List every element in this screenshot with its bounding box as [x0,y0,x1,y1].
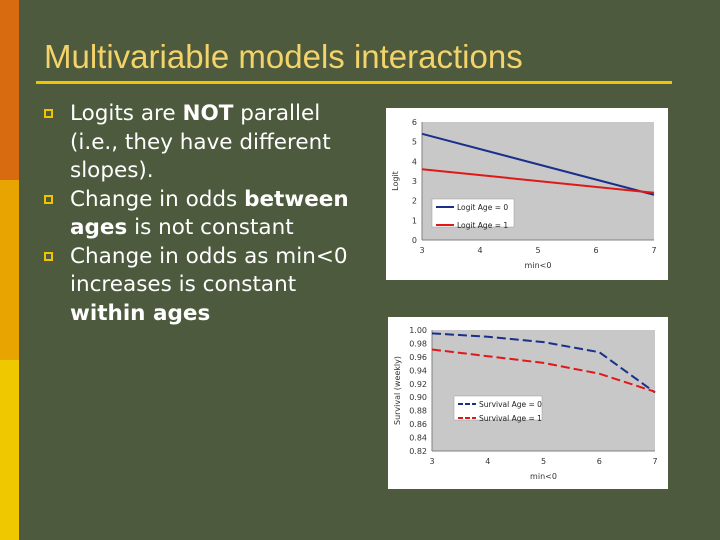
legend-label: Survival Age = 1 [479,414,542,423]
y-tick-label: 0 [412,236,417,245]
title-underline [36,81,672,84]
left-accent-bar [0,0,19,540]
x-tick-label: 3 [419,246,424,255]
x-axis-label: min<0 [530,472,557,481]
survival-chart-svg: 0.82 0.84 0.86 0.88 0.90 0.92 0.94 0.96 0.98 1.00… [393,326,658,481]
survival-chart: 0.82 0.84 0.86 0.88 0.90 0.92 0.94 0.96 0.98 1.00… [388,317,668,489]
x-tick-label: 7 [651,246,656,255]
y-tick-label: 0.88 [409,407,427,416]
legend-label: Logit Age = 1 [457,221,508,230]
logit-chart: 0 1 2 3 4 5 6 3 4 5 6 7 min<0 Logit Logit Age = 0 Logit… [386,108,668,280]
x-axis-label: min<0 [525,261,552,270]
x-tick-label: 7 [652,457,657,466]
y-tick-label: 3 [412,177,417,186]
y-tick-label: 0.98 [409,339,427,348]
bullet-run: is not constant [127,215,294,240]
x-tick-label: 6 [597,457,602,466]
y-tick-label: 1 [412,216,417,225]
bullet-run: Change in odds [70,186,245,212]
x-tick-label: 5 [535,246,540,255]
y-tick-label: 0.94 [409,366,427,375]
series-line-age-1 [421,168,655,194]
x-tick-label: 3 [429,457,434,466]
series-line-age-1 [431,348,656,393]
bullet-item: Change in odds between ages is not const… [44,186,364,243]
bullet-emphasis: within ages [70,300,211,326]
bullet-item: Change in odds as min<0 increases is con… [44,243,364,329]
logit-chart-svg: 0 1 2 3 4 5 6 3 4 5 6 7 min<0 Logit Logit Age = 0 Logit… [391,118,657,270]
square-bullet-icon [44,194,53,204]
series-line-age-0 [421,132,655,196]
y-tick-label: 0.96 [409,353,427,362]
bullet-emphasis: between ages [70,186,349,241]
x-tick-label: 4 [477,246,482,255]
bullet-item: Logits are NOT parallel (i.e., they have… [44,100,364,186]
x-tick-label: 5 [541,457,546,466]
bullet-list: Logits are NOT parallel (i.e., they have… [44,100,364,328]
bullet-run: parallel (i.e., they have different slop… [70,101,331,183]
y-axis-label: Survival (weekly) [393,356,402,425]
legend-box [431,198,515,228]
bullet-run: Change in odds as min<0 increases is con… [70,243,348,298]
bullet-text: Change in odds between ages is not const… [70,187,349,241]
x-tick-label: 4 [485,457,490,466]
y-axis-label: Logit [391,171,400,191]
y-tick-label: 0.84 [409,434,427,443]
legend-label: Logit Age = 0 [457,203,508,212]
y-tick-label: 6 [412,118,417,127]
bullet-text: Change in odds as min<0 increases is con… [70,244,348,326]
y-tick-label: 2 [412,197,417,206]
legend-box [453,395,543,421]
square-bullet-icon [44,251,53,261]
y-tick-label: 0.86 [409,420,427,429]
y-tick-label: 0.92 [409,380,427,389]
bullet-emphasis: NOT [182,101,234,126]
bullet-text: Logits are NOT parallel (i.e., they have… [70,101,331,183]
y-tick-label: 4 [412,157,417,166]
y-tick-label: 0.82 [409,447,427,456]
legend-label: Survival Age = 0 [479,400,542,409]
plot-area [432,330,655,451]
slide-title: Multivariable models interactions [44,38,523,75]
y-tick-label: 5 [412,138,417,147]
x-tick-label: 6 [593,246,598,255]
square-bullet-icon [44,109,53,118]
y-tick-label: 0.90 [409,393,427,402]
y-tick-label: 1.00 [409,326,427,335]
series-line-age-0 [431,332,656,394]
bullet-run: Logits are [70,101,183,126]
